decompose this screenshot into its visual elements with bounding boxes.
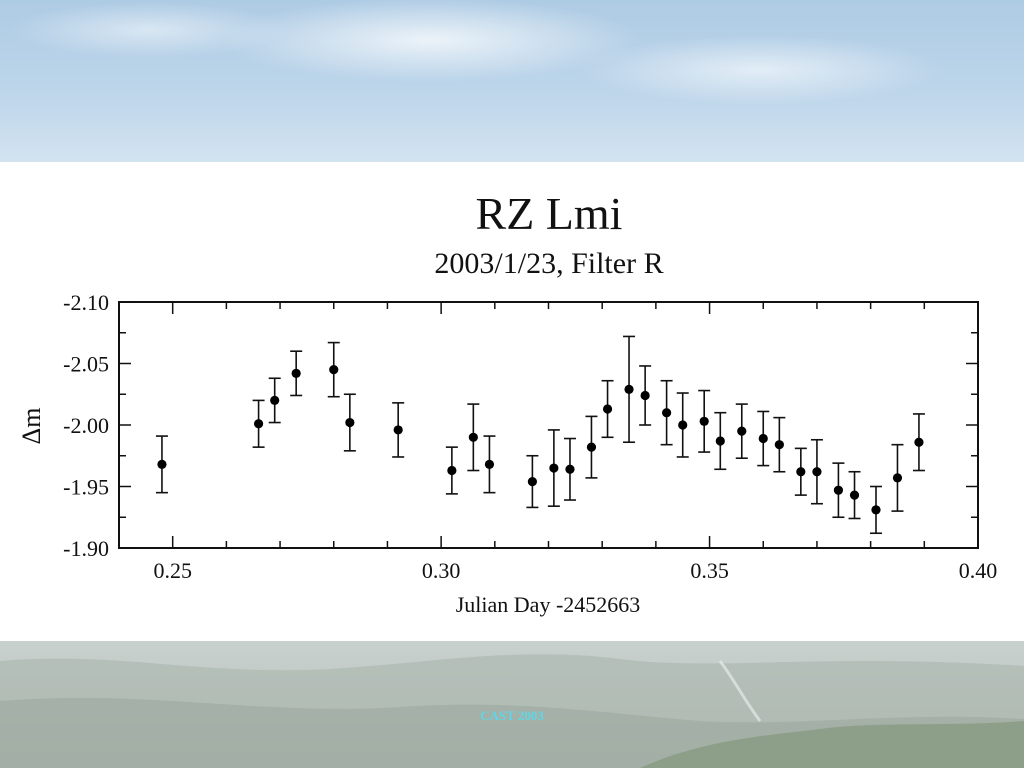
data-point-group [660, 379, 673, 446]
data-point [678, 420, 688, 430]
sky-background [0, 0, 1024, 162]
data-point-group [252, 399, 265, 448]
data-point [393, 425, 403, 435]
data-point-group [832, 462, 845, 519]
data-point-group [676, 392, 689, 458]
y-tick-label: -1.95 [63, 475, 109, 500]
data-point [345, 417, 355, 428]
plot-frame [118, 301, 979, 549]
data-point [892, 473, 903, 483]
y-tick-label: -2.00 [63, 413, 109, 438]
data-point [796, 467, 806, 477]
chart-title: RZ Lmi [475, 188, 623, 239]
data-point-group [526, 454, 539, 509]
data-point-group [601, 379, 614, 439]
data-point [468, 432, 478, 442]
x-tick-label: 0.30 [422, 558, 461, 583]
x-axis-label: Julian Day -2452663 [456, 592, 641, 617]
data-point-group [735, 403, 748, 460]
data-point-group [467, 403, 480, 472]
data-point-group [757, 410, 770, 467]
data-point-group [327, 341, 340, 398]
data-point [662, 408, 672, 418]
data-point-group [773, 416, 786, 473]
y-tick-label: -2.10 [63, 290, 109, 315]
data-point [758, 433, 768, 444]
data-point [253, 419, 264, 429]
data-point-group [343, 393, 356, 452]
y-tick-label: -1.90 [63, 536, 109, 561]
x-tick-label: 0.35 [690, 558, 729, 583]
data-point-group [563, 437, 576, 501]
y-tick-label: -2.05 [63, 352, 109, 377]
mountain-background [0, 641, 1024, 768]
data-point-group [547, 429, 560, 507]
footer-text: CAST 2003 [480, 708, 544, 723]
data-point-group [912, 413, 925, 472]
data-point [157, 459, 167, 469]
light-curve-chart: 0.25 0.30 0.35 0.40 -2.10 -2.05 -2.00 -1.95 -1.9… [17, 290, 998, 617]
x-tick-label: 0.25 [153, 558, 192, 583]
data-point-group [623, 335, 636, 444]
data-point [640, 390, 650, 401]
data-point-group [869, 485, 882, 535]
data-point [833, 485, 844, 495]
data-point [527, 476, 537, 487]
y-axis-label: Δm [17, 408, 46, 445]
data-point-group [714, 411, 727, 471]
chart-subtitle: 2003/1/23, Filter R [434, 247, 664, 280]
data-point [849, 490, 860, 500]
data-point-group [639, 365, 652, 426]
data-point-group [794, 447, 807, 496]
data-point [812, 467, 822, 477]
data-point-group [585, 415, 598, 479]
data-point [586, 442, 597, 452]
data-point-group [483, 435, 496, 494]
data-point-group [155, 435, 168, 494]
data-point [715, 436, 725, 446]
data-point-group [445, 446, 458, 495]
data-point [774, 440, 784, 450]
data-point [602, 404, 613, 414]
data-point-group [268, 377, 281, 424]
data-point [565, 464, 575, 474]
data-point-group [891, 443, 904, 512]
data-point-group [698, 389, 711, 453]
data-point [699, 416, 709, 426]
data-point [624, 384, 634, 394]
data-point [737, 426, 747, 436]
data-point [484, 459, 495, 469]
data-point-group [848, 470, 861, 520]
x-tick-label: 0.40 [959, 558, 998, 583]
data-point [549, 463, 559, 473]
data-point [329, 365, 339, 375]
data-point [291, 368, 301, 378]
data-point [447, 465, 457, 476]
mountain-silhouette [0, 654, 1024, 768]
data-point [914, 437, 924, 447]
data-point [270, 395, 280, 405]
data-point-group [290, 350, 303, 397]
data-point-group [810, 438, 823, 505]
data-point-group [392, 402, 405, 458]
data-point [871, 505, 881, 515]
